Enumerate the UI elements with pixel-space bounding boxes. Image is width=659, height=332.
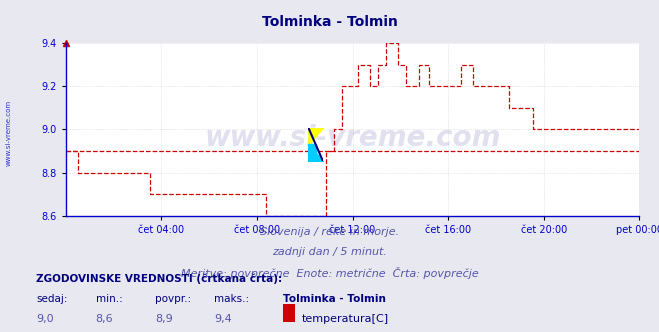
Text: 8,9: 8,9 xyxy=(155,314,173,324)
Text: 8,6: 8,6 xyxy=(96,314,113,324)
Text: sedaj:: sedaj: xyxy=(36,294,68,304)
Text: Meritve: povprečne  Enote: metrične  Črta: povprečje: Meritve: povprečne Enote: metrične Črta:… xyxy=(181,267,478,279)
Text: www.si-vreme.com: www.si-vreme.com xyxy=(5,100,12,166)
Text: temperatura[C]: temperatura[C] xyxy=(302,314,389,324)
Text: 9,4: 9,4 xyxy=(214,314,232,324)
Text: povpr.:: povpr.: xyxy=(155,294,191,304)
Text: www.si-vreme.com: www.si-vreme.com xyxy=(204,124,501,152)
Text: 9,0: 9,0 xyxy=(36,314,54,324)
Text: maks.:: maks.: xyxy=(214,294,249,304)
Text: min.:: min.: xyxy=(96,294,123,304)
Text: Slovenija / reke in morje.: Slovenija / reke in morje. xyxy=(260,227,399,237)
Text: Tolminka - Tolmin: Tolminka - Tolmin xyxy=(262,15,397,29)
Text: zadnji dan / 5 minut.: zadnji dan / 5 minut. xyxy=(272,247,387,257)
Text: ZGODOVINSKE VREDNOSTI (črtkana črta):: ZGODOVINSKE VREDNOSTI (črtkana črta): xyxy=(36,274,282,285)
Text: Tolminka - Tolmin: Tolminka - Tolmin xyxy=(283,294,386,304)
